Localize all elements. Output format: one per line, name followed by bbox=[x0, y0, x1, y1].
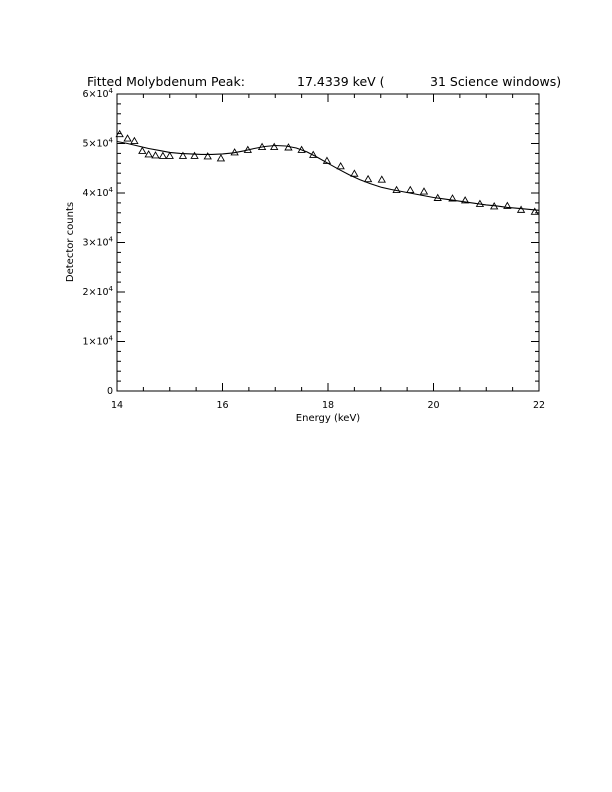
x-tick-label: 18 bbox=[322, 400, 334, 411]
data-point bbox=[516, 205, 526, 213]
data-point bbox=[138, 146, 147, 154]
data-point bbox=[297, 145, 306, 153]
y-tick-label: 2×104 bbox=[82, 285, 113, 298]
y-axis-ticks bbox=[117, 93, 539, 392]
data-point bbox=[203, 152, 212, 160]
chart-title-label: Fitted Molybdenum Peak: bbox=[87, 74, 245, 89]
data-point bbox=[460, 196, 470, 204]
x-axis-ticks bbox=[116, 94, 540, 391]
x-axis-tick-labels: 14 16 18 20 22 bbox=[111, 400, 545, 411]
chart-title-windows: 31 Science windows) bbox=[430, 74, 561, 89]
data-point bbox=[216, 154, 226, 162]
y-tick-label: 5×104 bbox=[82, 137, 113, 150]
data-markers bbox=[115, 129, 539, 215]
data-point bbox=[503, 201, 512, 209]
data-point bbox=[350, 169, 359, 177]
x-axis-label: Energy (keV) bbox=[296, 413, 361, 424]
data-point bbox=[165, 151, 174, 159]
data-point bbox=[151, 151, 160, 159]
y-axis-tick-labels: 0 1×104 2×104 3×104 4×104 5×104 6×104 bbox=[82, 87, 113, 397]
y-tick-label: 1×104 bbox=[82, 335, 113, 348]
data-point bbox=[270, 142, 279, 150]
chart-title-energy: 17.4339 keV ( bbox=[297, 74, 385, 89]
fit-curve bbox=[116, 140, 540, 211]
plot-frame bbox=[116, 93, 540, 392]
y-axis-label: Detector counts bbox=[65, 202, 76, 282]
data-point bbox=[115, 129, 124, 138]
data-point bbox=[530, 207, 539, 215]
data-point bbox=[243, 145, 252, 153]
data-point bbox=[448, 194, 457, 202]
x-tick-label: 14 bbox=[111, 400, 123, 411]
data-point bbox=[230, 148, 239, 156]
data-point bbox=[123, 134, 132, 142]
y-tick-label: 3×104 bbox=[82, 236, 113, 249]
x-tick-label: 16 bbox=[216, 400, 228, 411]
x-tick-label: 22 bbox=[533, 400, 545, 411]
data-point bbox=[489, 202, 499, 210]
y-tick-label: 6×104 bbox=[82, 87, 113, 100]
data-point bbox=[336, 161, 345, 170]
data-point bbox=[406, 185, 415, 194]
data-point bbox=[475, 199, 485, 207]
data-point bbox=[322, 156, 332, 164]
data-point bbox=[190, 151, 199, 159]
data-point bbox=[144, 150, 153, 158]
data-point bbox=[257, 142, 267, 150]
data-point bbox=[392, 185, 401, 194]
y-tick-label: 4×104 bbox=[82, 186, 113, 199]
data-point bbox=[158, 151, 168, 159]
data-point bbox=[377, 175, 386, 183]
fit-line bbox=[116, 140, 540, 211]
data-point bbox=[363, 174, 373, 183]
data-point bbox=[433, 193, 442, 201]
data-point bbox=[178, 151, 188, 159]
data-point bbox=[309, 150, 318, 158]
data-point bbox=[419, 187, 429, 195]
x-tick-label: 20 bbox=[427, 400, 439, 411]
data-point bbox=[130, 136, 139, 145]
data-point bbox=[284, 143, 293, 151]
y-tick-label: 0 bbox=[107, 386, 113, 397]
